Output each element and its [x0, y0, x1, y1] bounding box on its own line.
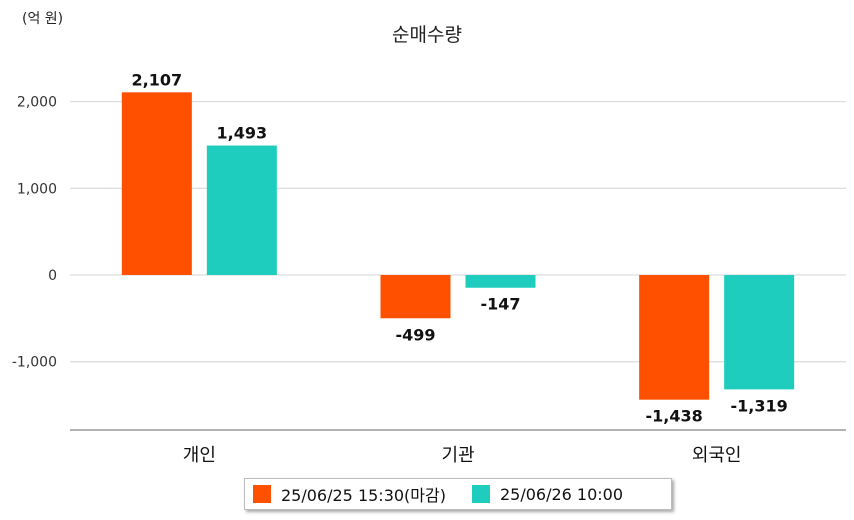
x-tick-label-0: 개인	[183, 445, 216, 466]
chart-title: 순매수량	[392, 24, 462, 46]
y-tick-label-1: 1,000	[17, 181, 57, 197]
bar-개인-series-2	[206, 145, 277, 275]
y-tick-label-0: 2,000	[17, 95, 57, 111]
bar-기관-series-1	[380, 275, 451, 319]
data-label-외국인-series-1: -1,438	[646, 407, 703, 426]
y-tick-label-3: -1,000	[12, 355, 57, 371]
y-tick-label-2: 0	[48, 268, 57, 284]
bar-기관-series-2	[465, 275, 536, 288]
bar-외국인-series-2	[724, 275, 795, 390]
legend-item-series-1[interactable]: 25/06/25 15:30(마감)	[253, 482, 446, 506]
legend: 25/06/25 15:30(마감) 25/06/26 10:00	[244, 478, 672, 510]
data-label-외국인-series-2: -1,319	[731, 396, 788, 415]
data-label-기관-series-1: -499	[395, 325, 435, 344]
x-tick-label-1: 기관	[441, 445, 474, 466]
data-label-개인-series-2: 1,493	[217, 124, 268, 143]
legend-swatch-series-1	[253, 485, 271, 503]
bar-개인-series-1	[121, 92, 192, 276]
legend-label-series-2: 25/06/26 10:00	[499, 484, 624, 504]
data-label-기관-series-2: -147	[480, 295, 520, 314]
x-tick-label-2: 외국인	[692, 445, 742, 466]
unit-label: (억 원)	[22, 11, 64, 27]
data-label-개인-series-1: 2,107	[132, 70, 183, 89]
legend-item-series-2[interactable]: 25/06/26 10:00	[471, 484, 624, 504]
legend-label-series-1: 25/06/25 15:30(마감)	[281, 486, 446, 505]
bar-외국인-series-1	[639, 275, 710, 400]
legend-swatch-series-2	[471, 485, 490, 503]
